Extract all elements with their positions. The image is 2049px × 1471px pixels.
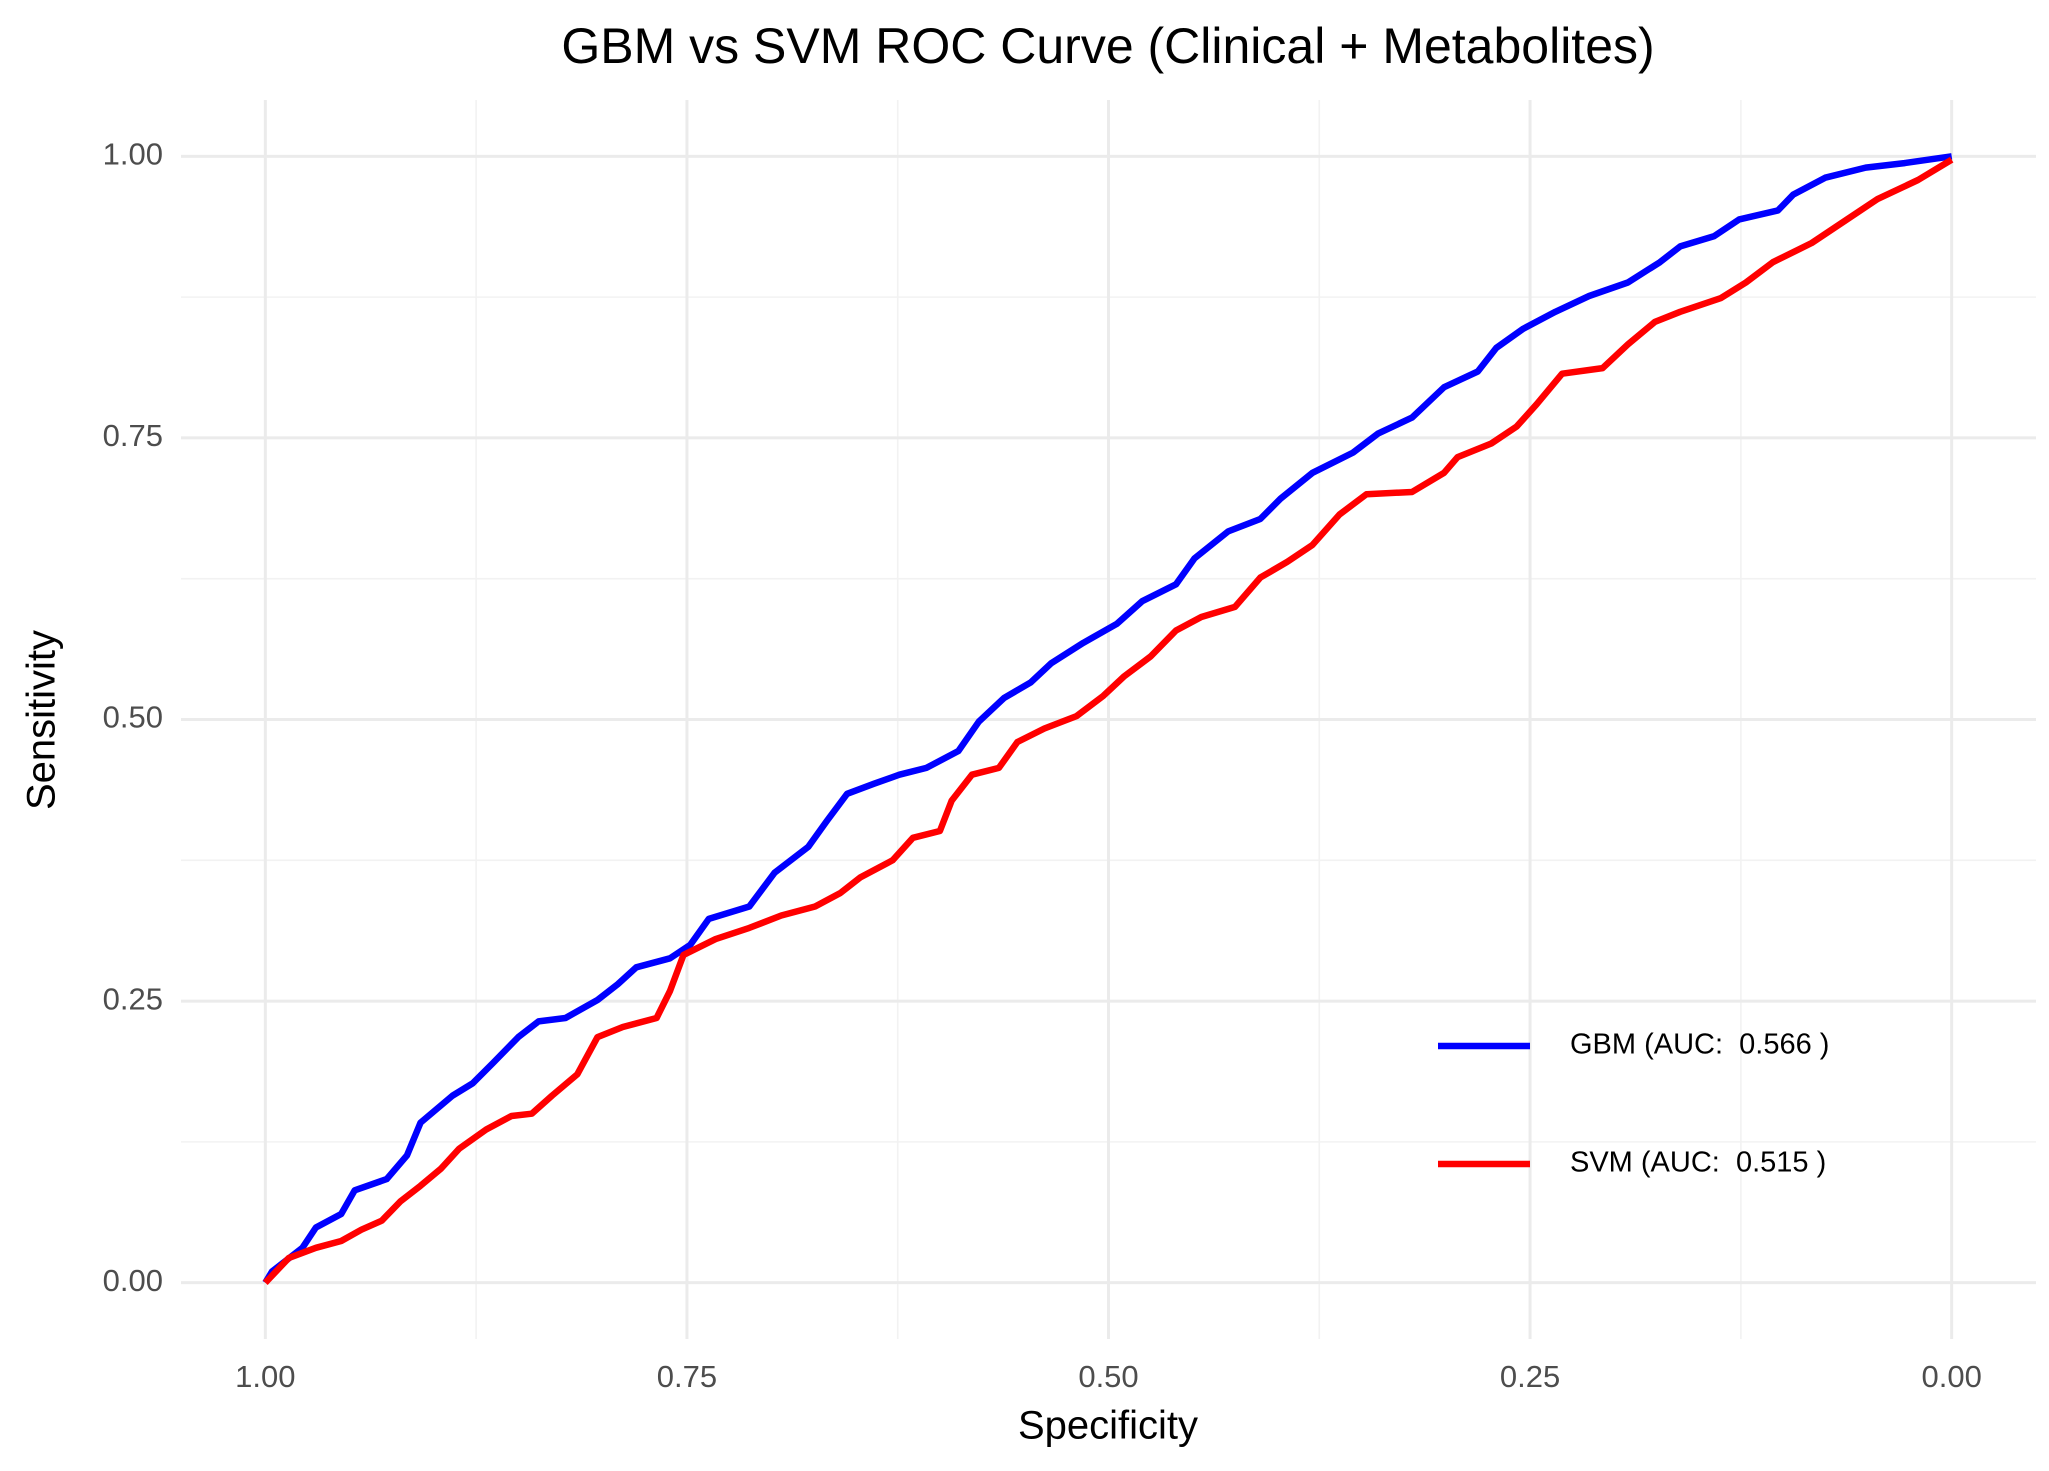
y-tick-label: 0.25 bbox=[103, 981, 163, 1016]
grid bbox=[181, 100, 2036, 1339]
y-axis-title: Sensitivity bbox=[20, 630, 64, 810]
roc-line bbox=[262, 153, 1953, 1285]
x-tick-label: 0.00 bbox=[1922, 1359, 1982, 1394]
legend-label: SVM (AUC: 0.515 ) bbox=[1570, 1147, 1826, 1179]
roc-line bbox=[262, 156, 1954, 1285]
x-tick-label: 0.75 bbox=[657, 1359, 717, 1394]
x-axis-title: Specificity bbox=[1018, 1404, 1198, 1448]
x-tick-label: 0.50 bbox=[1078, 1359, 1138, 1394]
y-tick-label: 0.00 bbox=[103, 1263, 163, 1298]
plot-area bbox=[262, 153, 1954, 1285]
y-tick-label: 0.50 bbox=[103, 700, 163, 735]
y-tick-label: 1.00 bbox=[103, 137, 163, 172]
legend-label: GBM (AUC: 0.566 ) bbox=[1570, 1029, 1829, 1061]
x-tick-label: 1.00 bbox=[235, 1359, 295, 1394]
chart-title: GBM vs SVM ROC Curve (Clinical + Metabol… bbox=[561, 18, 1654, 74]
x-tick-label: 0.25 bbox=[1500, 1359, 1560, 1394]
y-tick-label: 0.75 bbox=[103, 418, 163, 453]
